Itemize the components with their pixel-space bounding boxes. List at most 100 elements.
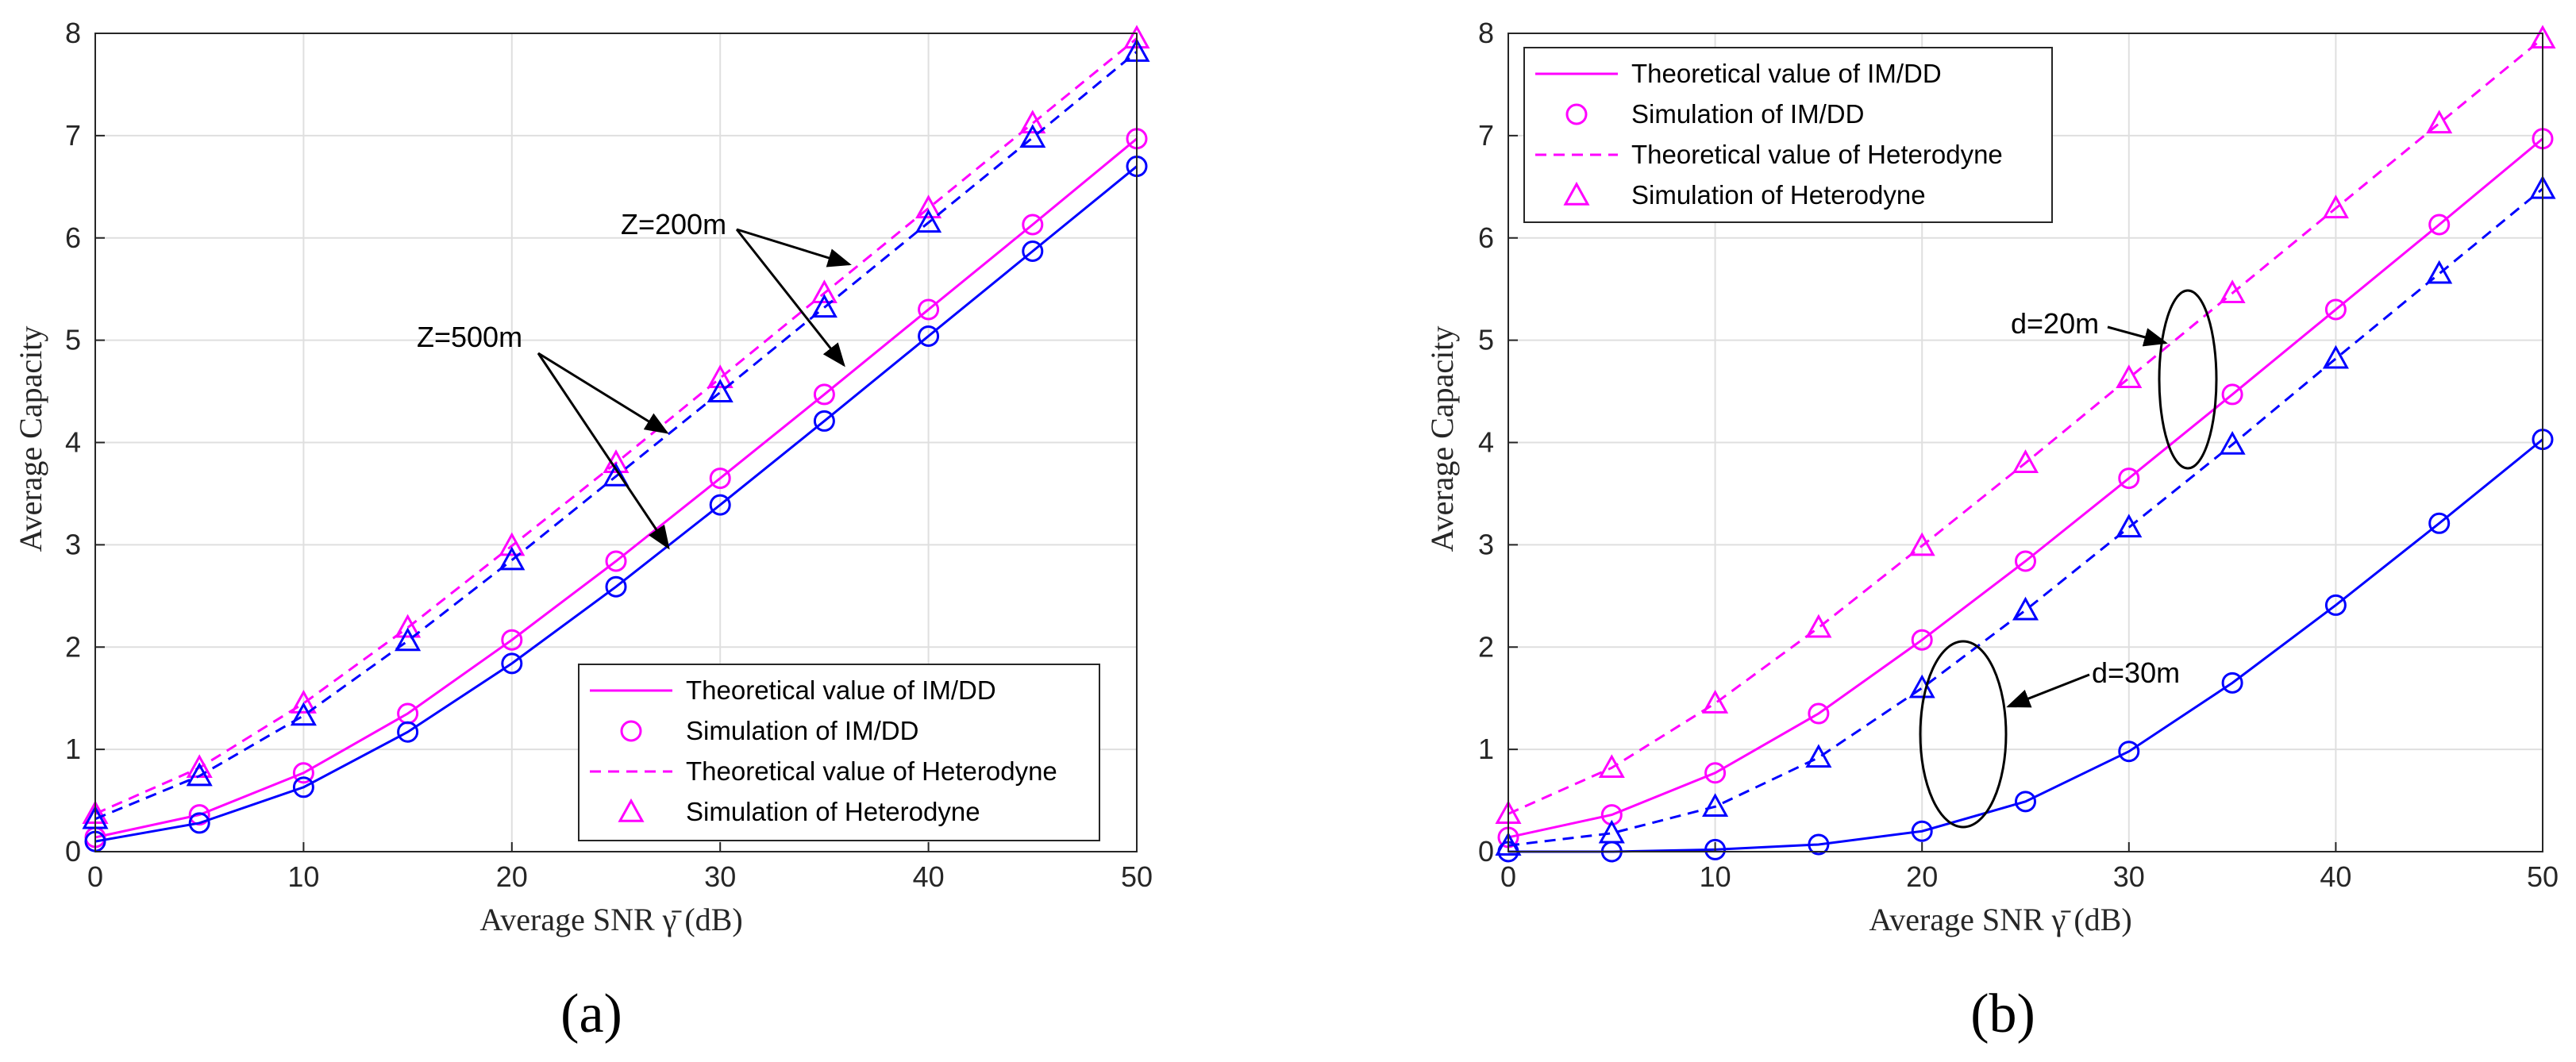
x-tick-label: 20	[1906, 860, 1938, 893]
series-line	[94, 165, 1138, 843]
annotation-d20: d=20m	[2011, 307, 2099, 340]
annotation-ellipse	[1919, 640, 2008, 829]
data-point	[1908, 532, 1935, 556]
data-point	[2324, 594, 2347, 616]
series-line	[94, 51, 1138, 821]
legend-marker	[620, 720, 642, 742]
y-tick-label: 7	[1478, 119, 1494, 152]
data-point	[186, 762, 213, 787]
chart-b: 0 10 20 30 40 50 0 1 2 3 4 5 6 7 8 Average SNR γ̄ (dB)…	[1424, 17, 2559, 1045]
legend-label: Theoretical value of Heterodyne	[686, 756, 1057, 786]
y-tick-label: 1	[1478, 733, 1494, 765]
x-tick-label: 30	[2113, 860, 2145, 893]
data-point	[603, 462, 630, 487]
data-point	[1704, 838, 1727, 860]
x-tick-label: 0	[87, 860, 103, 893]
data-point	[2118, 468, 2140, 490]
data-point	[2015, 550, 2036, 572]
data-point	[2219, 430, 2246, 455]
legend-box	[578, 664, 1100, 841]
data-point	[292, 762, 314, 784]
data-point	[2426, 260, 2453, 284]
data-point	[2012, 596, 2039, 621]
data-point	[813, 410, 835, 432]
legend-box	[1523, 47, 2053, 223]
data-point	[1019, 110, 1046, 134]
data-point	[1805, 614, 1832, 638]
data-point	[1808, 702, 1830, 725]
y-axis-label: Average Capacity	[1424, 326, 1460, 552]
data-point	[1702, 793, 1729, 817]
data-point	[1598, 819, 1625, 844]
data-point	[707, 364, 734, 389]
data-point	[499, 546, 526, 571]
data-point	[499, 532, 526, 556]
x-axis-label: Average SNR γ̄ (dB)	[1869, 902, 2131, 937]
data-point	[707, 379, 734, 403]
data-point	[1704, 762, 1727, 784]
data-point	[1495, 832, 1522, 856]
y-tick-label: 6	[65, 221, 81, 254]
data-point	[2221, 383, 2243, 406]
data-point	[811, 279, 837, 304]
data-point	[709, 468, 731, 490]
data-point	[2219, 279, 2246, 304]
data-point	[188, 804, 210, 826]
data-point	[1702, 690, 1729, 714]
data-point	[2118, 741, 2140, 763]
legend: Theoretical value of IM/DD Simulation of …	[578, 664, 1100, 841]
panel-label-a: (a)	[560, 983, 622, 1045]
y-axis-label: Average Capacity	[13, 326, 48, 552]
data-point	[2116, 364, 2143, 389]
data-point	[1808, 833, 1830, 856]
data-point	[2221, 671, 2243, 694]
data-point	[2428, 214, 2451, 236]
legend-label: Theoretical value of Heterodyne	[1631, 140, 2003, 169]
legend: Theoretical value of IM/DD Simulation of …	[1523, 47, 2053, 223]
data-point	[1598, 754, 1625, 779]
data-point	[2322, 344, 2349, 369]
series-line	[94, 137, 1138, 839]
data-point	[915, 209, 942, 233]
data-point	[918, 298, 940, 321]
y-tick-label: 1	[65, 733, 81, 765]
y-tick-label: 8	[65, 17, 81, 49]
annotation-z500: Z=500m	[417, 321, 522, 353]
annotation-ellipse	[2158, 289, 2218, 470]
annotation-z200: Z=200m	[621, 208, 726, 240]
y-tick-label: 5	[65, 324, 81, 356]
data-point	[188, 812, 210, 834]
data-point	[1911, 629, 1933, 651]
data-point	[2012, 449, 2039, 473]
x-tick-label: 40	[2320, 860, 2351, 893]
data-point	[395, 627, 422, 652]
legend-label: Simulation of Heterodyne	[686, 797, 980, 826]
y-tick-label: 5	[1478, 324, 1494, 356]
chart-a: 0 10 20 30 40 50 0 1 2 3 4 5 6 7 8 Average SNR γ̄ (dB)…	[13, 17, 1153, 1045]
annotation-arrow	[2107, 325, 2168, 347]
annotation-arrow	[537, 352, 670, 550]
y-tick-label: 2	[65, 630, 81, 663]
data-point	[1805, 744, 1832, 768]
data-point	[1019, 124, 1046, 148]
y-tick-label: 0	[1478, 835, 1494, 868]
data-point	[395, 614, 422, 638]
panel-label-b: (b)	[1970, 983, 2035, 1045]
x-tick-label: 0	[1500, 860, 1516, 893]
data-point	[811, 294, 837, 318]
x-tick-label: 50	[1121, 860, 1153, 893]
data-point	[2116, 514, 2143, 538]
legend-marker	[618, 798, 645, 822]
annotation-d30: d=30m	[2092, 656, 2180, 689]
y-tick-label: 8	[1478, 17, 1494, 49]
y-tick-label: 7	[65, 119, 81, 152]
data-point	[2324, 298, 2347, 321]
y-tick-label: 6	[1478, 221, 1494, 254]
data-point	[2322, 194, 2349, 219]
legend-label: Simulation of Heterodyne	[1631, 180, 1926, 210]
series-line	[1507, 37, 2543, 815]
legend-label: Simulation of IM/DD	[686, 716, 918, 745]
annotation-arrow	[736, 228, 852, 267]
y-tick-label: 0	[65, 835, 81, 868]
